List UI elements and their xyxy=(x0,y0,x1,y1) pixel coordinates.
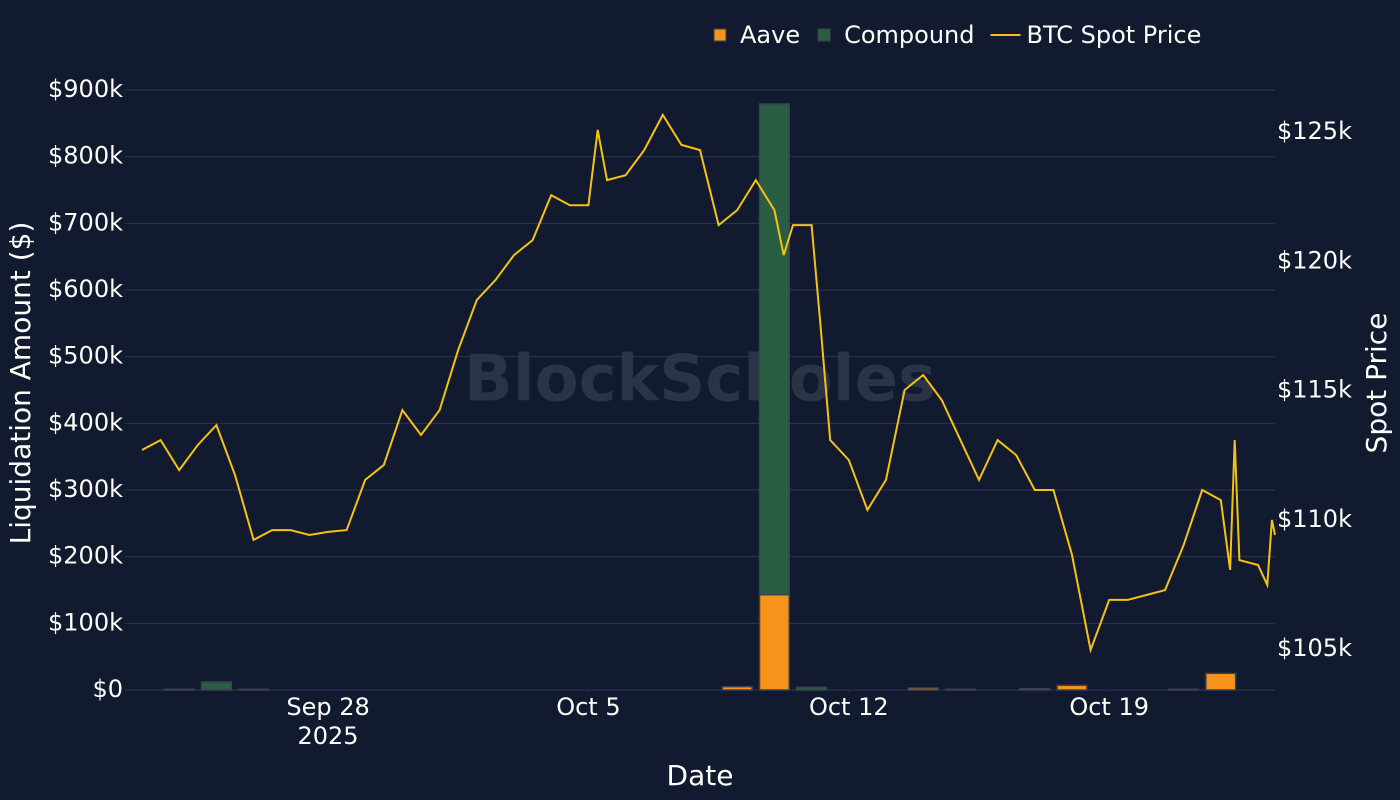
legend-item[interactable]: Compound xyxy=(817,21,975,49)
y-tick-label: $100k xyxy=(48,608,123,636)
y-tick-label: $300k xyxy=(48,475,123,503)
y-tick-label: $200k xyxy=(48,542,123,570)
bar xyxy=(200,681,233,691)
x-tick-label: Oct 5 xyxy=(556,693,620,721)
bar xyxy=(795,686,828,691)
legend-label: BTC Spot Price xyxy=(1027,21,1202,49)
y2-tick-label: $115k xyxy=(1277,376,1352,404)
bar xyxy=(907,687,939,691)
y2-tick-label: $120k xyxy=(1277,246,1352,274)
y-tick-label: $600k xyxy=(48,275,123,303)
y2-tick-label: $110k xyxy=(1277,505,1352,533)
x-tick-label: Oct 19 xyxy=(1069,693,1149,721)
bar xyxy=(944,688,977,691)
bar xyxy=(238,688,270,691)
bar xyxy=(1056,684,1088,691)
x-tick-label: Oct 12 xyxy=(809,693,889,721)
y2-tick-label: $125k xyxy=(1277,117,1352,145)
bar xyxy=(163,688,195,691)
legend-swatch xyxy=(713,28,727,42)
y2-tick-label: $105k xyxy=(1277,634,1352,662)
legend-label: Compound xyxy=(844,21,974,49)
watermark: BlockScholes xyxy=(464,343,936,417)
bar xyxy=(1205,672,1237,691)
y-tick-label: $500k xyxy=(48,342,123,370)
legend-item[interactable]: BTC Spot Price xyxy=(990,21,1202,49)
bar xyxy=(758,103,791,596)
y-tick-label: $0 xyxy=(92,675,123,703)
legend-swatch xyxy=(817,28,831,42)
y-axis-title: Liquidation Amount ($) xyxy=(4,222,37,545)
bar xyxy=(721,685,753,691)
legend: Aave Compound BTC Spot Price xyxy=(713,21,1202,49)
legend-item[interactable]: Aave xyxy=(713,21,800,49)
bar xyxy=(758,593,791,691)
legend-label: Aave xyxy=(740,21,800,49)
y-tick-label: $400k xyxy=(48,408,123,436)
y-tick-label: $800k xyxy=(48,142,123,170)
y-tick-label: $700k xyxy=(48,208,123,236)
x-axis-title: Date xyxy=(667,759,734,792)
bar xyxy=(1019,687,1051,691)
price-line xyxy=(141,112,1276,654)
bar xyxy=(1167,688,1200,691)
x-tick-label: Sep 28 2025 xyxy=(286,693,369,750)
y2-axis-title: Spot Price xyxy=(1360,313,1393,454)
y-tick-label: $900k xyxy=(48,75,123,103)
